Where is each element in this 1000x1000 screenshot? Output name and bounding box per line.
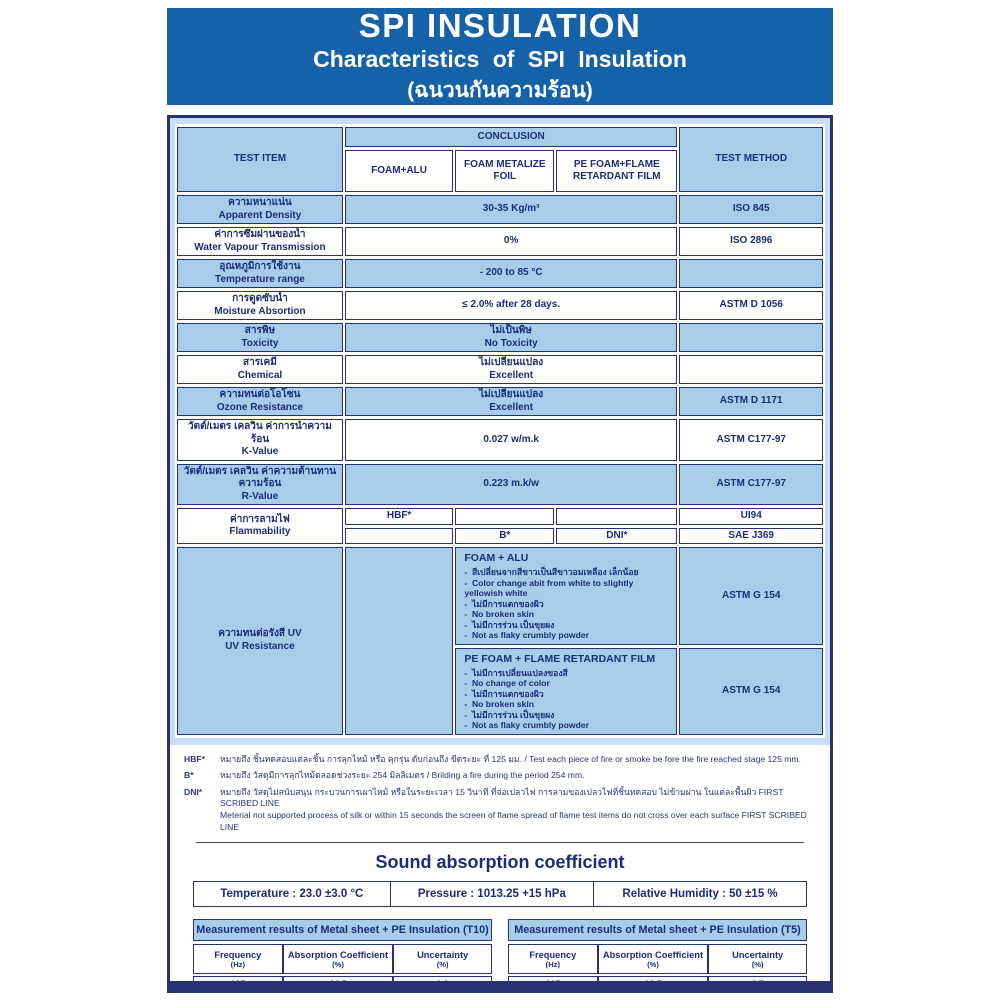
table-header-row: Frequency (Hz) Absorption Coefficient (%) … — [508, 944, 807, 975]
row-label: อุณหภูมิการใช้งาน Temperature range — [177, 259, 343, 288]
uv-row-1: ความทนต่อรังสี UV UV Resistance FOAM + AL… — [177, 547, 823, 735]
table-row: การดูดซับน้ำ Moisture Absortion ≤ 2.0% af… — [177, 291, 823, 320]
section-divider — [196, 842, 804, 844]
uv-empty-cell — [344, 547, 454, 735]
row-method: SAE J369 — [679, 527, 823, 544]
table-row: สารเคมี Chemical ไม่เปลี่ยนแปลง Excellent — [177, 355, 823, 384]
row-value: ไม่เปลี่ยนแปลง Excellent — [344, 387, 678, 416]
row-method: ASTM G 154 — [679, 647, 823, 735]
flammability-empty — [556, 508, 678, 525]
row-label: ค่าการลามไฟ Flammability — [177, 508, 343, 544]
row-label: วัตต์/เมตร เคลวิน ค่าความต้านทานความร้อน… — [177, 463, 343, 505]
row-method — [679, 259, 823, 288]
row-method: ISO 2896 — [679, 227, 823, 256]
row-value: ≤ 2.0% after 28 days. — [344, 291, 678, 320]
uv-row-2: PE FOAM + FLAME RETARDANT FILM ไม่มีการเ… — [177, 647, 823, 735]
measurement-table-t10-title: Measurement results of Metal sheet + PE … — [193, 919, 492, 942]
footnote-b: B* หมายถึง วัสดุมีการลุกไหม้ตลอดช่วงระยะ… — [184, 770, 585, 781]
flammability-empty — [344, 527, 454, 544]
table-row: อุณหภูมิการใช้งาน Temperature range - 200… — [177, 259, 823, 288]
flammability-row-2: B* DNI* SAE J369 — [177, 527, 823, 544]
flammability-hbf: HBF* — [344, 508, 454, 525]
characteristics-table: TEST ITEM CONCLUSION TEST METHOD FOAM+AL… — [175, 124, 825, 738]
col-header-absorption: Absorption Coefficient (%) — [597, 944, 709, 975]
row-label: สารเคมี Chemical — [177, 355, 343, 384]
row-method: ASTM G 154 — [679, 547, 823, 645]
flammability-empty — [455, 508, 555, 525]
footnote-hbf: HBF* หมายถึง ชิ้นทดสอบแต่ละชิ้น การลุกไห… — [184, 753, 801, 764]
test-conditions-table: Temperature : 23.0 ±3.0 °C Pressure : 10… — [193, 881, 807, 908]
table-row: ค่าการซึมผ่านของน้ำ Water Vapour Transmis… — [177, 227, 823, 256]
row-value: 0.027 w/m.k — [344, 419, 678, 461]
table-header-row: TEST ITEM CONCLUSION TEST METHOD — [177, 127, 823, 192]
uv-pe-foam-result: PE FOAM + FLAME RETARDANT FILM ไม่มีการเ… — [455, 647, 678, 735]
col-header-foam-metalize: FOAM METALIZE FOIL — [455, 150, 555, 192]
table-row: วัตต์/เมตร เคลวิน ค่าความต้านทานความร้อน… — [177, 463, 823, 505]
row-method: ASTM C177-97 — [679, 419, 823, 461]
document-header: SPI INSULATION Characteristics of SPI In… — [167, 6, 833, 105]
table-subheader-row: FOAM+ALU FOAM METALIZE FOIL PE FOAM+FLAM… — [177, 150, 823, 192]
bottom-accent-bar — [170, 981, 830, 990]
flammability-row-1: ค่าการลามไฟ Flammability HBF* UI94 — [177, 508, 823, 544]
table-row: ความหนาแน่น Apparent Density 30-35 Kg/m³ … — [177, 195, 823, 224]
col-header-frequency: Frequency (Hz) — [508, 944, 598, 975]
characteristics-table-zone: TEST ITEM CONCLUSION TEST METHOD FOAM+AL… — [170, 118, 830, 745]
col-header-foam-alu: FOAM+ALU — [344, 150, 454, 192]
footnote-dni: DNI* หมายถึง วัสดุไม่สนับสนุน กระบวนการเ… — [184, 786, 807, 832]
row-label: ความทนต่อโอโซน Ozone Resistance — [177, 387, 343, 416]
condition-humidity: Relative Humidity : 50 ±15 % — [593, 881, 807, 908]
uv-foam-alu-result: FOAM + ALU สีเปลี่ยนจากสีขาวเป็นสีขาวอมเ… — [455, 547, 678, 645]
row-method — [679, 323, 823, 352]
row-label: การดูดซับน้ำ Moisture Absortion — [177, 291, 343, 320]
flammability-dni: DNI* — [556, 527, 678, 544]
row-label: สารพิษ Toxicity — [177, 323, 343, 352]
flammability-b: B* — [455, 527, 555, 544]
table-row: สารพิษ Toxicity ไม่เป็นพิษ No Toxicity — [177, 323, 823, 352]
col-header-uncertainty: Uncertainty (%) — [708, 944, 807, 975]
row-value: 0% — [344, 227, 678, 256]
page-subtitle: Characteristics of SPI Insulation — [313, 45, 687, 72]
condition-pressure: Pressure : 1013.25 +15 hPa — [389, 881, 595, 908]
sound-section-title: Sound absorption coefficient — [375, 852, 625, 873]
col-header-frequency: Frequency (Hz) — [193, 944, 283, 975]
table-row: Temperature : 23.0 ±3.0 °C Pressure : 10… — [193, 881, 807, 908]
row-value: ไม่เป็นพิษ No Toxicity — [344, 323, 678, 352]
row-method: ASTM D 1056 — [679, 291, 823, 320]
col-header-absorption: Absorption Coefficient (%) — [282, 944, 394, 975]
row-label: ค่าการซึมผ่านของน้ำ Water Vapour Transmis… — [177, 227, 343, 256]
col-header-uncertainty: Uncertainty (%) — [393, 944, 492, 975]
row-method: ASTM C177-97 — [679, 463, 823, 505]
row-method — [679, 355, 823, 384]
col-header-test-method: TEST METHOD — [679, 127, 823, 192]
lower-section: HBF* หมายถึง ชิ้นทดสอบแต่ละชิ้น การลุกไห… — [170, 744, 830, 990]
row-label: ความทนต่อรังสี UV UV Resistance — [177, 547, 343, 735]
row-value: 30-35 Kg/m³ — [344, 195, 678, 224]
col-header-conclusion: CONCLUSION — [344, 127, 678, 147]
row-method: ISO 845 — [679, 195, 823, 224]
col-header-test-item: TEST ITEM — [177, 127, 343, 192]
table-row: ความทนต่อโอโซน Ozone Resistance ไม่เปลี่ย… — [177, 387, 823, 416]
measurement-table-t5-title: Measurement results of Metal sheet + PE … — [508, 919, 807, 942]
page-title: SPI INSULATION — [358, 6, 642, 44]
condition-temperature: Temperature : 23.0 ±3.0 °C — [193, 881, 391, 908]
col-header-pe-foam: PE FOAM+FLAME RETARDANT FILM — [556, 150, 678, 192]
table-header-row: Frequency (Hz) Absorption Coefficient (%) … — [193, 944, 492, 975]
table-row: วัตต์/เมตร เคลวิน ค่าการนำความร้อน K-Valu… — [177, 419, 823, 461]
page-subtitle-thai: (ฉนวนกันความร้อน) — [407, 78, 593, 102]
row-value: - 200 to 85 °C — [344, 259, 678, 288]
row-value: ไม่เปลี่ยนแปลง Excellent — [344, 355, 678, 384]
row-label: วัตต์/เมตร เคลวิน ค่าการนำความร้อน K-Valu… — [177, 419, 343, 461]
row-value: 0.223 m.k/w — [344, 463, 678, 505]
row-method: ASTM D 1171 — [679, 387, 823, 416]
content-panel: TEST ITEM CONCLUSION TEST METHOD FOAM+AL… — [167, 115, 833, 993]
row-method: UI94 — [679, 508, 823, 525]
row-label: ความหนาแน่น Apparent Density — [177, 195, 343, 224]
